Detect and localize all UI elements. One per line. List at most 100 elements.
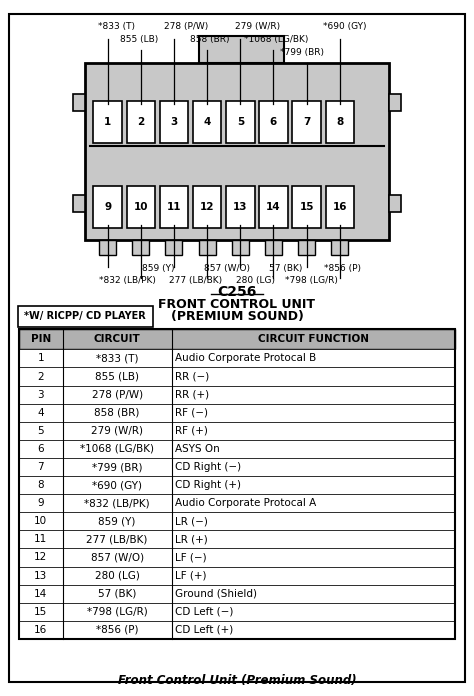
Bar — [19, 512, 455, 530]
Text: 4: 4 — [37, 408, 44, 418]
FancyBboxPatch shape — [127, 101, 155, 143]
FancyBboxPatch shape — [326, 101, 354, 143]
Text: 13: 13 — [233, 202, 247, 212]
Text: 5: 5 — [237, 117, 244, 127]
Bar — [19, 603, 455, 621]
Text: 11: 11 — [34, 535, 47, 544]
Text: 280 (LG): 280 (LG) — [236, 276, 274, 285]
Text: 280 (LG): 280 (LG) — [95, 571, 139, 580]
Bar — [132, 240, 149, 255]
Bar — [19, 458, 455, 476]
Bar — [19, 422, 455, 440]
Bar — [19, 476, 455, 494]
Text: *1068 (LG/BK): *1068 (LG/BK) — [80, 444, 154, 454]
Bar — [19, 530, 455, 548]
Text: (PREMIUM SOUND): (PREMIUM SOUND) — [171, 310, 303, 324]
Text: Front Control Unit (Premium Sound): Front Control Unit (Premium Sound) — [118, 674, 356, 687]
Bar — [19, 404, 455, 422]
Text: 858 (BR): 858 (BR) — [94, 408, 140, 418]
Text: *856 (P): *856 (P) — [96, 625, 138, 635]
FancyBboxPatch shape — [18, 306, 153, 327]
Text: LR (−): LR (−) — [175, 516, 208, 526]
Text: 6: 6 — [37, 444, 44, 454]
Text: 855 (LB): 855 (LB) — [95, 372, 139, 381]
FancyBboxPatch shape — [326, 186, 354, 228]
Text: 2: 2 — [37, 372, 44, 381]
Text: 278 (P/W): 278 (P/W) — [91, 390, 143, 400]
Text: *798 (LG/R): *798 (LG/R) — [87, 607, 147, 617]
Text: PIN: PIN — [31, 334, 51, 344]
Text: 15: 15 — [34, 607, 47, 617]
Text: *1068 (LG/BK): *1068 (LG/BK) — [244, 35, 309, 44]
Text: 1: 1 — [104, 117, 111, 127]
Bar — [165, 240, 182, 255]
Text: 277 (LB/BK): 277 (LB/BK) — [86, 535, 148, 544]
FancyBboxPatch shape — [226, 186, 255, 228]
Text: *856 (P): *856 (P) — [324, 264, 361, 273]
Text: 10: 10 — [34, 516, 47, 526]
FancyBboxPatch shape — [193, 186, 221, 228]
Text: CD Left (−): CD Left (−) — [175, 607, 234, 617]
Text: 859 (Y): 859 (Y) — [99, 516, 136, 526]
Text: C256: C256 — [217, 285, 257, 299]
Text: *799 (BR): *799 (BR) — [92, 462, 142, 472]
Bar — [85, 63, 389, 240]
Text: RF (−): RF (−) — [175, 408, 209, 418]
FancyBboxPatch shape — [292, 101, 321, 143]
Text: 16: 16 — [34, 625, 47, 635]
Text: 8: 8 — [37, 480, 44, 490]
Text: 279 (W/R): 279 (W/R) — [91, 426, 143, 436]
Text: 5: 5 — [37, 426, 44, 436]
FancyBboxPatch shape — [160, 101, 188, 143]
Bar — [73, 195, 85, 212]
Text: Audio Corporate Protocal A: Audio Corporate Protocal A — [175, 498, 317, 508]
Text: 8: 8 — [336, 117, 344, 127]
Text: 14: 14 — [266, 202, 281, 212]
Text: 57 (BK): 57 (BK) — [269, 264, 302, 273]
Text: 9: 9 — [104, 202, 111, 212]
Text: 57 (BK): 57 (BK) — [98, 589, 136, 599]
Text: 12: 12 — [34, 553, 47, 562]
Text: 13: 13 — [34, 571, 47, 580]
FancyBboxPatch shape — [160, 186, 188, 228]
Text: CIRCUIT: CIRCUIT — [94, 334, 140, 344]
FancyBboxPatch shape — [292, 186, 321, 228]
Text: LF (+): LF (+) — [175, 571, 207, 580]
Text: *690 (GY): *690 (GY) — [323, 22, 367, 31]
Bar — [389, 94, 401, 111]
Bar — [99, 240, 116, 255]
Text: Ground (Shield): Ground (Shield) — [175, 589, 257, 599]
Text: 278 (P/W): 278 (P/W) — [164, 22, 209, 31]
Bar — [19, 494, 455, 512]
Text: 857 (W/O): 857 (W/O) — [203, 264, 250, 273]
Text: *798 (LG/R): *798 (LG/R) — [285, 276, 338, 285]
Text: 857 (W/O): 857 (W/O) — [91, 553, 144, 562]
Bar — [199, 240, 216, 255]
Text: 14: 14 — [34, 589, 47, 599]
Text: CD Right (+): CD Right (+) — [175, 480, 241, 490]
Bar — [19, 386, 455, 404]
Text: 3: 3 — [37, 390, 44, 400]
Text: RR (+): RR (+) — [175, 390, 210, 400]
Bar — [19, 329, 455, 639]
Bar — [73, 94, 85, 111]
Bar — [265, 240, 282, 255]
Text: 15: 15 — [300, 202, 314, 212]
Bar — [19, 367, 455, 386]
Text: 858 (BR): 858 (BR) — [190, 35, 230, 44]
Bar — [331, 240, 348, 255]
Text: 277 (LB/BK): 277 (LB/BK) — [169, 276, 222, 285]
FancyBboxPatch shape — [127, 186, 155, 228]
Text: Audio Corporate Protocal B: Audio Corporate Protocal B — [175, 354, 317, 363]
Bar — [19, 567, 455, 585]
FancyBboxPatch shape — [259, 186, 288, 228]
Text: FRONT CONTROL UNIT: FRONT CONTROL UNIT — [158, 298, 316, 311]
Text: 4: 4 — [203, 117, 211, 127]
Text: LF (−): LF (−) — [175, 553, 207, 562]
Text: CD Left (+): CD Left (+) — [175, 625, 234, 635]
Text: *W/ RICPP/ CD PLAYER: *W/ RICPP/ CD PLAYER — [25, 311, 146, 322]
Text: 3: 3 — [170, 117, 178, 127]
FancyBboxPatch shape — [226, 101, 255, 143]
Text: *833 (T): *833 (T) — [98, 22, 135, 31]
Bar — [19, 585, 455, 603]
